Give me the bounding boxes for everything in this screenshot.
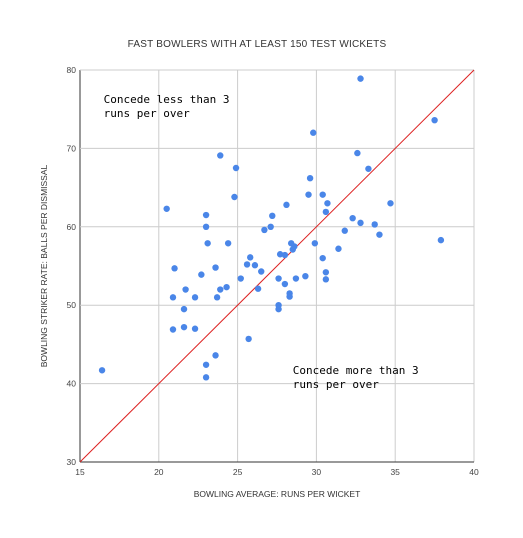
data-point <box>204 240 211 247</box>
data-point <box>276 251 284 258</box>
data-point <box>305 191 312 198</box>
data-point <box>283 201 290 209</box>
data-point <box>182 286 189 293</box>
x-axis-label: BOWLING AVERAGE: RUNS PER WICKET <box>194 489 361 499</box>
x-tick-label: 30 <box>312 467 322 477</box>
x-tick-label: 25 <box>233 467 243 477</box>
data-point <box>319 254 326 262</box>
data-point <box>365 165 372 172</box>
data-point <box>98 367 106 374</box>
data-point <box>292 275 300 282</box>
data-point <box>202 211 210 219</box>
data-point <box>254 285 262 292</box>
grid-lines <box>79 69 475 463</box>
y-tick-label: 50 <box>67 300 77 310</box>
x-tick-labels: 15 20 25 30 35 40 <box>75 467 479 477</box>
data-point <box>202 361 210 368</box>
data-point <box>357 219 364 227</box>
annotation-text: Concede more than 3 <box>293 364 419 377</box>
data-points <box>98 75 445 381</box>
data-point <box>354 149 361 157</box>
data-point <box>202 374 210 381</box>
data-point <box>180 323 188 331</box>
x-tick-label: 40 <box>469 467 479 477</box>
data-point <box>437 236 445 244</box>
data-point <box>212 264 219 271</box>
data-point <box>324 200 331 207</box>
data-point <box>251 262 259 269</box>
data-point <box>223 283 230 291</box>
reference-line <box>79 69 475 463</box>
data-point <box>376 231 383 238</box>
data-point <box>198 271 205 278</box>
annotation-text: runs per over <box>293 378 379 391</box>
data-point <box>245 335 252 343</box>
data-point <box>171 265 178 272</box>
data-point <box>357 75 364 82</box>
data-point <box>310 129 317 136</box>
data-point <box>302 272 309 280</box>
data-point <box>232 164 240 172</box>
data-point <box>306 174 314 182</box>
data-point <box>224 240 232 247</box>
data-point <box>269 212 276 220</box>
data-point <box>258 268 265 275</box>
data-point <box>349 214 356 222</box>
x-tick-label: 35 <box>390 467 400 477</box>
data-point <box>322 208 330 216</box>
x-tick-label: 15 <box>75 467 85 477</box>
data-point <box>275 302 282 309</box>
x-tick-label: 20 <box>154 467 164 477</box>
data-point <box>286 290 293 297</box>
data-point <box>281 251 289 259</box>
chart-title: FAST BOWLERS WITH AT LEAST 150 TEST WICK… <box>128 39 387 50</box>
data-point <box>217 286 224 293</box>
data-point <box>267 223 274 230</box>
y-axis-label: BOWLING STRIKER RATE: BALLS PER DISMISSA… <box>39 164 49 367</box>
y-tick-label: 40 <box>67 379 77 389</box>
data-point <box>212 352 219 359</box>
data-point <box>335 245 342 252</box>
data-point <box>371 221 378 228</box>
data-point <box>319 191 326 198</box>
data-point <box>261 226 268 234</box>
data-point <box>231 193 238 201</box>
data-point <box>202 223 210 230</box>
data-point <box>217 152 224 159</box>
data-point <box>243 261 251 268</box>
data-point <box>431 116 438 124</box>
data-point <box>387 200 394 207</box>
data-point <box>291 243 298 250</box>
data-point <box>213 294 221 301</box>
data-point <box>275 275 282 282</box>
annotation-text: runs per over <box>104 107 190 120</box>
data-point <box>191 325 199 332</box>
data-point <box>281 280 289 288</box>
y-tick-label: 60 <box>67 222 77 232</box>
y-tick-label: 70 <box>67 143 77 153</box>
data-point <box>322 276 330 283</box>
y-tick-label: 80 <box>67 65 77 75</box>
data-point <box>311 240 319 247</box>
data-point <box>180 305 188 313</box>
data-point <box>169 326 177 333</box>
data-point <box>237 275 244 282</box>
annotation-text: Concede less than 3 <box>104 93 230 106</box>
data-point <box>163 205 170 212</box>
data-point <box>322 269 330 276</box>
y-tick-labels: 30 40 50 60 70 80 <box>67 65 77 467</box>
data-point <box>341 227 348 234</box>
data-point <box>247 254 254 261</box>
data-point <box>169 294 177 301</box>
y-tick-label: 30 <box>67 457 77 467</box>
data-point <box>191 294 199 301</box>
